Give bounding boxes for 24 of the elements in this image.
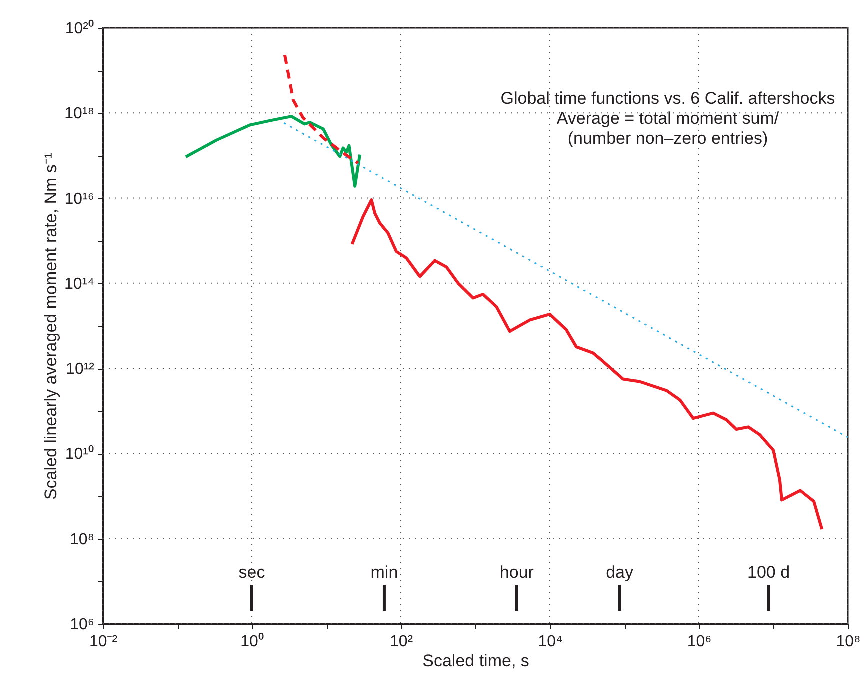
x-tick-label: 10⁴ xyxy=(538,634,563,650)
ref-line-label: 100 d xyxy=(747,563,790,582)
ref-line-label: min xyxy=(370,563,398,582)
y-tick-label: 10⁸ xyxy=(70,531,94,548)
x-tick-label: 10⁸ xyxy=(836,634,861,650)
y-axis-title: Scaled linearly averaged moment rate, Nm s⁻¹ xyxy=(42,152,60,500)
x-tick-label: 10⁻² xyxy=(89,634,118,650)
y-tick-label: 10¹⁸ xyxy=(64,106,94,123)
y-tick-label: 10¹⁰ xyxy=(65,445,94,464)
y-tick-label: 10¹² xyxy=(66,361,96,378)
y-tick-label: 10⁶ xyxy=(70,616,94,634)
y-tick-label: 10¹⁶ xyxy=(64,190,94,208)
x-tick-label: 10⁰ xyxy=(240,632,264,650)
x-tick-label: 10² xyxy=(390,634,414,650)
y-tick-label: 10²⁰ xyxy=(65,20,94,38)
annotation: (number non–zero entries) xyxy=(568,129,768,148)
annotation: Global time functions vs. 6 Calif. aftershocks xyxy=(500,89,836,108)
x-tick-label: 10⁶ xyxy=(687,634,712,650)
x-axis-title: Scaled time, s xyxy=(422,652,530,670)
ref-line-label: day xyxy=(606,563,634,582)
annotation: Average = total moment sum/ xyxy=(556,109,780,128)
ref-line-label: sec xyxy=(238,563,266,582)
ref-line-label: hour xyxy=(500,563,534,582)
y-tick-label: 10¹⁴ xyxy=(64,276,95,293)
